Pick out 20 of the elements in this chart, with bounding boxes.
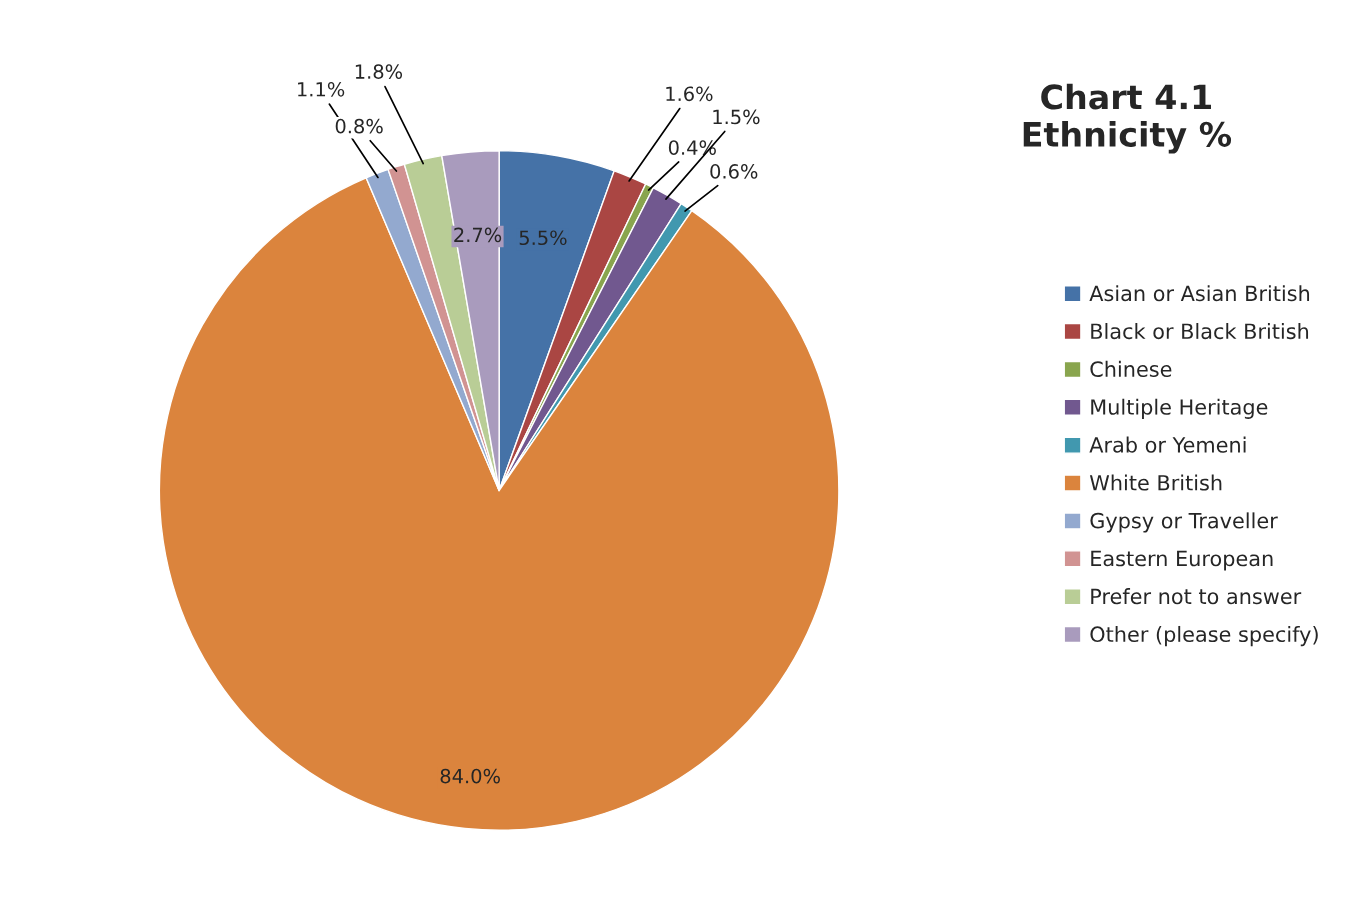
- data-label: 1.5%: [713, 109, 760, 125]
- legend-label: Asian or Asian British: [1089, 285, 1310, 302]
- data-label: 5.5%: [519, 230, 567, 246]
- legend-label: Arab or Yemeni: [1089, 436, 1246, 453]
- data-label: 1.6%: [666, 86, 713, 102]
- text: Chart 4.1 Ethnicity %: [1023, 83, 1232, 154]
- legend-label: Eastern European: [1091, 550, 1273, 571]
- legend-label: Prefer not to answer: [1091, 588, 1302, 605]
- legend-label: Other (please specify): [1090, 625, 1318, 647]
- legend-label: Multiple Heritage: [1091, 398, 1268, 419]
- data-label: 0.6%: [710, 164, 758, 179]
- data-label: 1.1%: [298, 81, 345, 97]
- data-label: 2.7%: [454, 227, 502, 243]
- data-label: 1.8%: [355, 64, 403, 79]
- data-label: 0.8%: [335, 118, 383, 134]
- legend-label: Chinese: [1090, 360, 1172, 377]
- legend-label: Black or Black British: [1091, 323, 1309, 340]
- legend-label: White British: [1089, 474, 1222, 491]
- legend-label: Gypsy or Traveller: [1090, 512, 1278, 533]
- data-label: 84.0%: [440, 768, 500, 784]
